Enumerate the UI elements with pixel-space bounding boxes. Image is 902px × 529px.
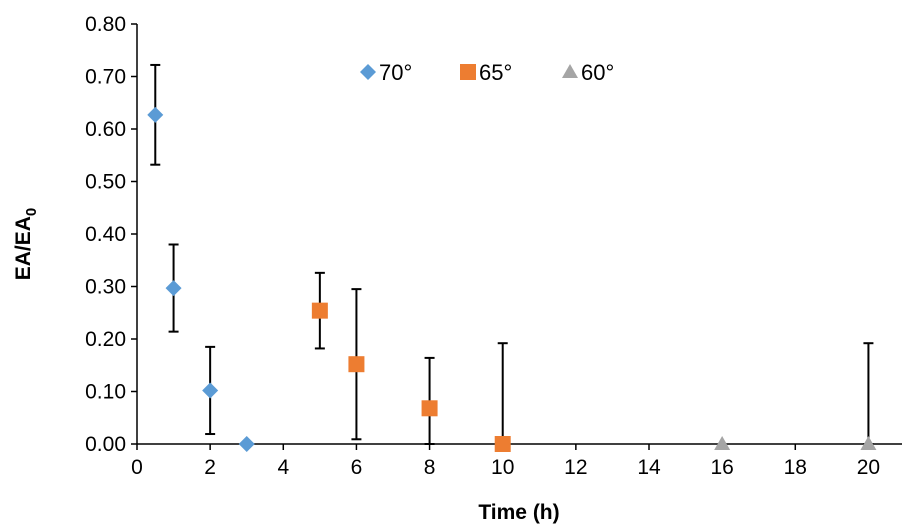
data-point-square [421, 400, 438, 417]
legend-square-icon [460, 64, 476, 80]
legend-label: 65° [479, 60, 512, 85]
y-tick-label: 0.40 [85, 223, 126, 246]
y-axis-title: EA/EA0 [12, 208, 40, 281]
y-tick-label: 0.60 [85, 118, 126, 141]
data-point-square [348, 356, 365, 373]
data-point-diamond [147, 106, 164, 123]
data-point-triangle [860, 436, 877, 450]
y-tick-label: 0.00 [85, 433, 126, 456]
y-axis-title-subscript: 0 [23, 208, 40, 216]
x-tick-label: 6 [351, 456, 363, 479]
x-tick-label: 20 [857, 456, 880, 479]
legend-item: 70° [360, 60, 412, 85]
x-axis-ticks: 0 2 4 6 8 10 12 14 16 18 20 [131, 444, 880, 479]
y-tick-label: 0.10 [85, 381, 126, 404]
data-point-diamond [165, 280, 182, 297]
legend-label: 60° [581, 60, 614, 85]
error-bars [150, 63, 874, 445]
y-tick-label: 0.70 [85, 66, 126, 89]
x-tick-label: 18 [784, 456, 807, 479]
x-tick-label: 4 [277, 456, 289, 479]
legend-label: 70° [379, 60, 412, 85]
y-tick-label: 0.50 [85, 171, 126, 194]
y-axis-title-main: EA/EA [12, 216, 35, 280]
plot-area: 0.00 0.10 0.20 0.30 0.40 0.50 0.60 0.70 0.80 0 2 4… [85, 13, 902, 479]
x-tick-label: 2 [204, 456, 216, 479]
legend-triangle-icon [562, 64, 578, 78]
x-tick-label: 12 [564, 456, 587, 479]
x-tick-label: 0 [131, 456, 143, 479]
legend: 70° 65° 60° [360, 60, 614, 85]
legend-item: 65° [460, 60, 512, 85]
x-tick-label: 16 [710, 456, 733, 479]
y-tick-label: 0.80 [85, 13, 126, 36]
data-point-triangle [714, 436, 731, 450]
x-tick-label: 10 [491, 456, 514, 479]
legend-item: 60° [562, 60, 614, 85]
data-point-square [311, 302, 328, 319]
data-point-diamond [202, 382, 219, 399]
x-axis-title: Time (h) [478, 501, 559, 524]
y-tick-label: 0.20 [85, 328, 126, 351]
legend-diamond-icon [360, 64, 376, 80]
x-tick-label: 14 [637, 456, 661, 479]
y-axis-ticks: 0.00 0.10 0.20 0.30 0.40 0.50 0.60 0.70 0.80 [85, 13, 137, 456]
data-markers [147, 106, 877, 452]
x-tick-label: 8 [424, 456, 436, 479]
data-point-square [494, 436, 511, 452]
data-point-diamond [238, 436, 255, 452]
y-tick-label: 0.30 [85, 276, 126, 299]
